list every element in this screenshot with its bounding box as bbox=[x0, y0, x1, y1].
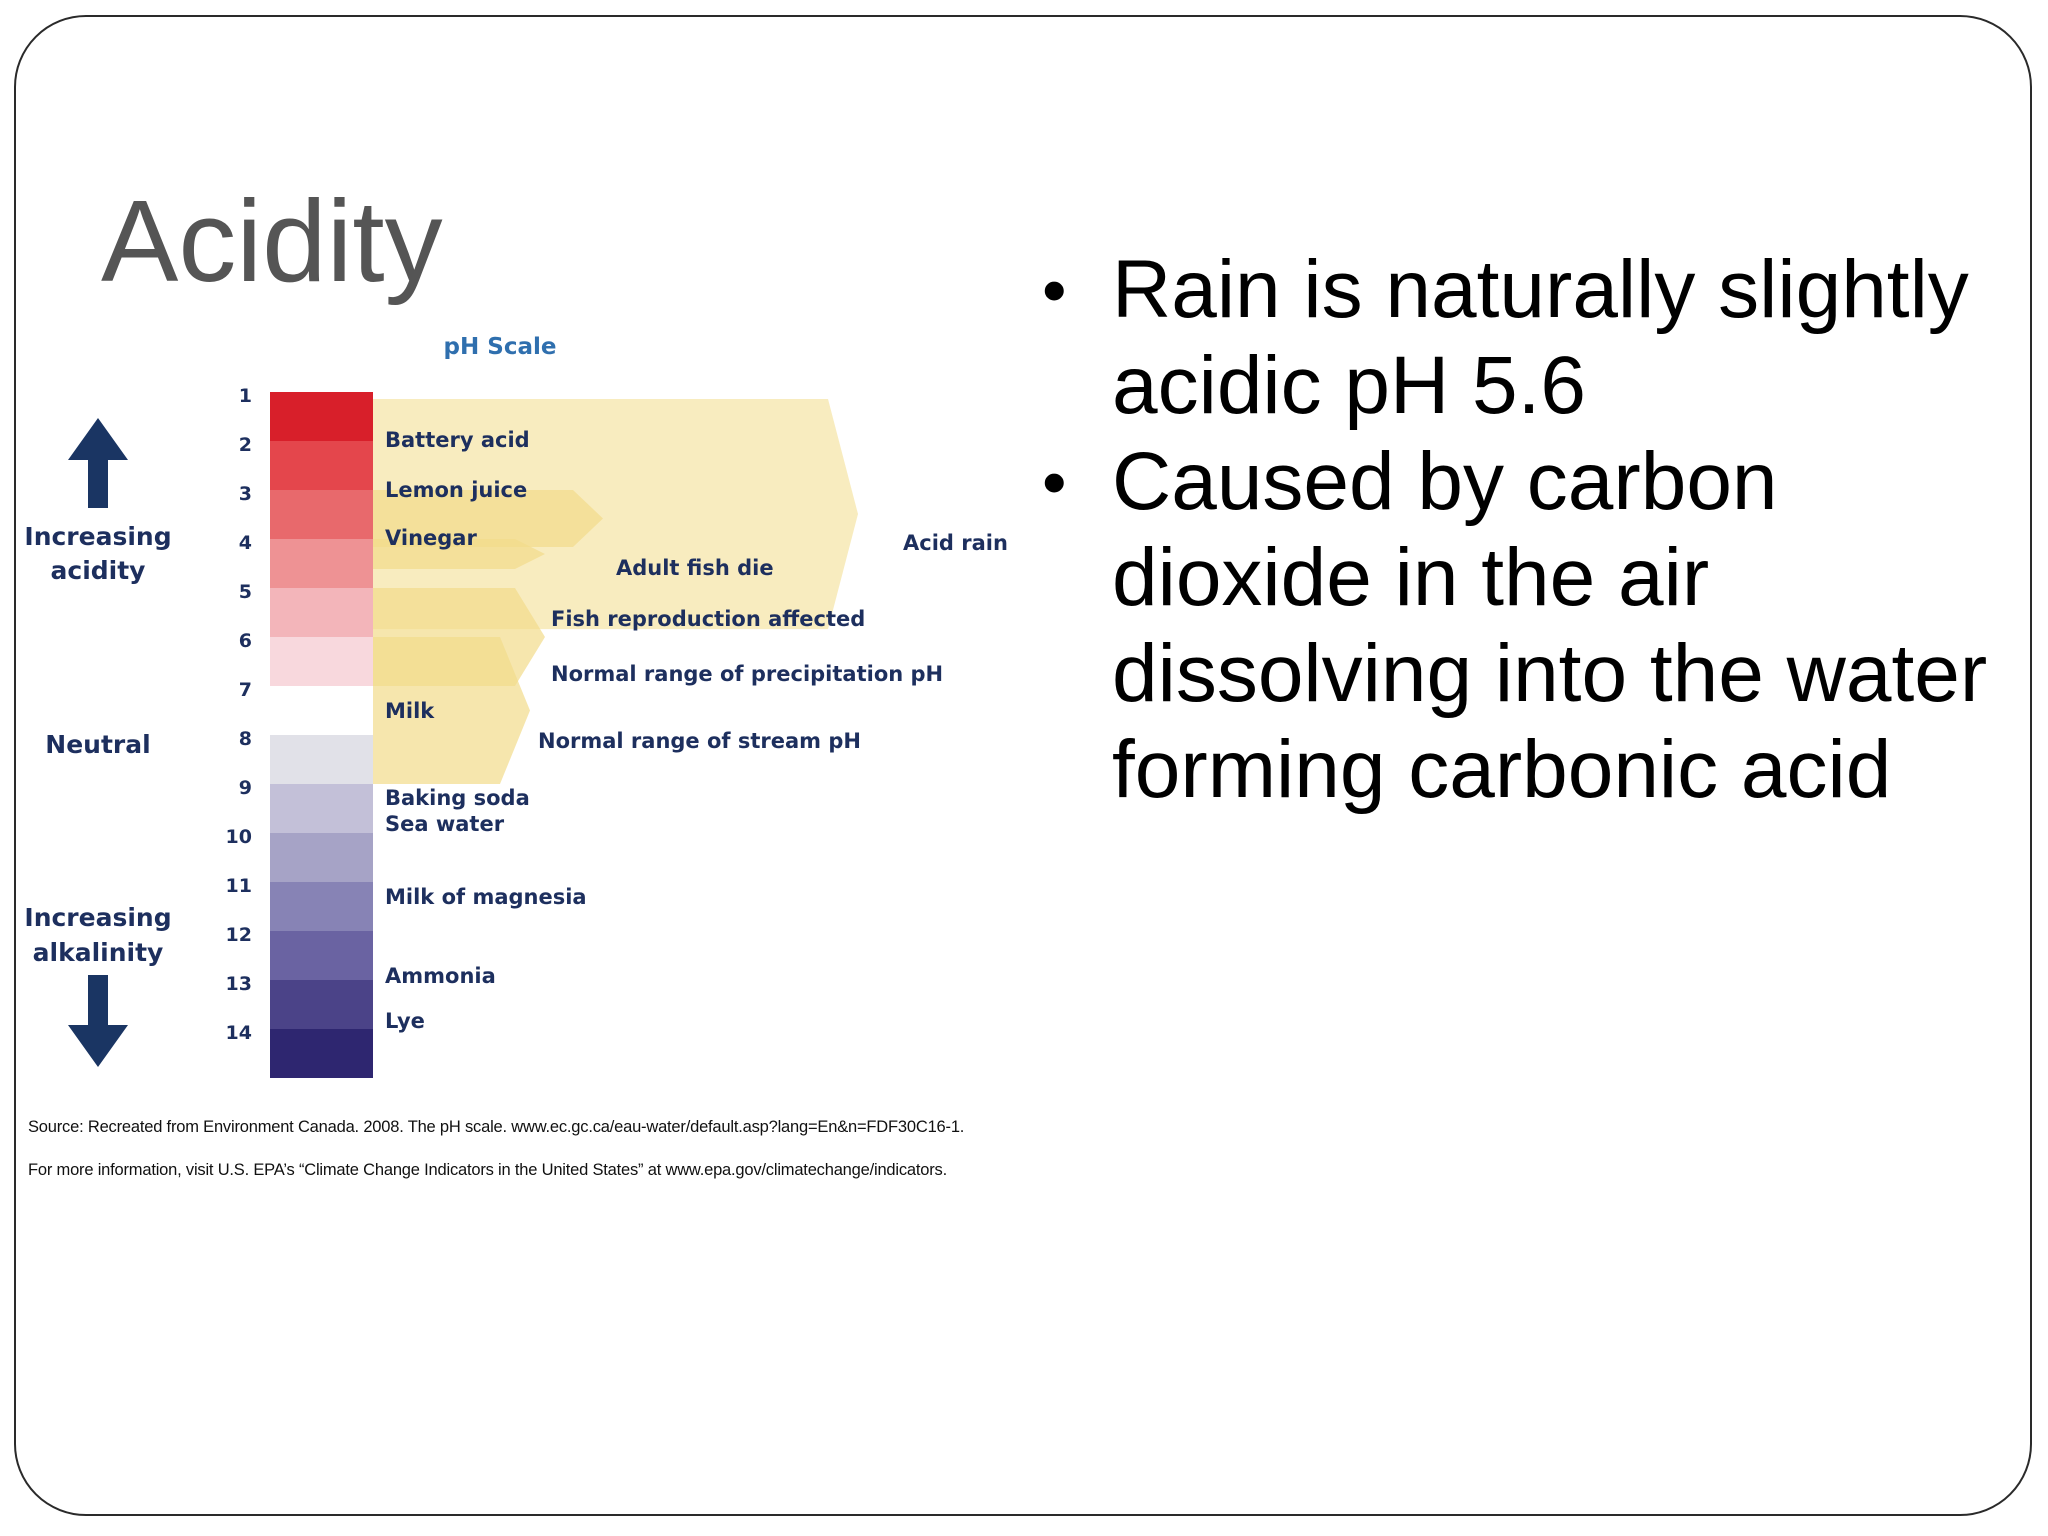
ph-segment bbox=[270, 1029, 373, 1078]
increasing-acidity-label: acidity bbox=[51, 556, 146, 585]
info-citation: For more information, visit U.S. EPA’s “… bbox=[28, 1161, 947, 1179]
bullet-text: Caused by carbon dioxide in the air diss… bbox=[1112, 436, 1988, 815]
ph-segment bbox=[270, 490, 373, 539]
ph-number: 2 bbox=[239, 434, 252, 456]
range-label: Acid rain bbox=[903, 531, 1008, 555]
substance-label: Lemon juice bbox=[385, 478, 527, 502]
ph-number: 4 bbox=[239, 532, 252, 554]
bullet-list: • Rain is naturally slightly acidic pH 5.… bbox=[1040, 242, 2020, 818]
ph-number: 14 bbox=[226, 1022, 252, 1044]
range-label: Fish reproduction affected bbox=[551, 607, 865, 631]
ph-number: 10 bbox=[226, 826, 252, 848]
bullet-dot-icon: • bbox=[1042, 251, 1067, 329]
substance-label: Milk of magnesia bbox=[385, 885, 587, 909]
bullet-item: • Rain is naturally slightly acidic pH 5.… bbox=[1040, 242, 2020, 434]
substance-label: Milk bbox=[385, 699, 435, 723]
range-arrow-shape bbox=[373, 399, 858, 630]
ph-segment bbox=[270, 392, 373, 441]
ph-number: 7 bbox=[239, 679, 252, 701]
ph-number: 13 bbox=[226, 973, 252, 995]
substance-label: Ammonia bbox=[385, 964, 496, 988]
ph-segment bbox=[270, 980, 373, 1029]
ph-segment bbox=[270, 637, 373, 686]
substance-label: Baking soda bbox=[385, 786, 530, 810]
ph-number: 9 bbox=[239, 777, 252, 799]
ph-number: 11 bbox=[226, 875, 252, 897]
ph-segment bbox=[270, 588, 373, 637]
ph-segment bbox=[270, 882, 373, 931]
ph-segment bbox=[270, 539, 373, 588]
substance-label: Lye bbox=[385, 1009, 425, 1033]
range-label: Adult fish die bbox=[616, 556, 774, 580]
ph-segment bbox=[270, 441, 373, 490]
bullet-item: • Caused by carbon dioxide in the air dis… bbox=[1040, 434, 2020, 818]
source-citation: Source: Recreated from Environment Canad… bbox=[28, 1118, 965, 1136]
ph-number: 12 bbox=[226, 924, 252, 946]
ph-segment bbox=[270, 686, 373, 735]
ph-segment bbox=[270, 833, 373, 882]
range-arrow-shape bbox=[373, 637, 530, 784]
range-label: Normal range of stream pH bbox=[538, 729, 861, 753]
substance-label: Vinegar bbox=[385, 526, 477, 550]
range-label: Normal range of precipitation pH bbox=[551, 662, 943, 686]
increasing-acidity-label: Increasing bbox=[24, 522, 171, 551]
ph-number: 5 bbox=[239, 581, 252, 603]
ph-segment bbox=[270, 931, 373, 980]
bullet-text: Rain is naturally slightly acidic pH 5.6 bbox=[1112, 244, 1969, 431]
arrow-up-icon bbox=[68, 418, 128, 508]
substance-label: Sea water bbox=[385, 812, 505, 836]
ph-scale-figure: pH Scale 1 2 3 4 5 6 7 8 9 10 11 12 13 14 Battery acid L… bbox=[20, 310, 1020, 1210]
ph-number: 1 bbox=[239, 385, 252, 407]
arrow-down-icon bbox=[68, 975, 128, 1067]
ph-number: 8 bbox=[239, 728, 252, 750]
ph-segment bbox=[270, 735, 373, 784]
substance-label: Battery acid bbox=[385, 428, 530, 452]
neutral-label: Neutral bbox=[45, 730, 150, 759]
increasing-alkalinity-label: alkalinity bbox=[33, 938, 164, 967]
ph-number: 6 bbox=[239, 630, 252, 652]
increasing-alkalinity-label: Increasing bbox=[24, 903, 171, 932]
ph-number: 3 bbox=[239, 483, 252, 505]
range-arrow-shape bbox=[373, 490, 603, 547]
bullet-dot-icon: • bbox=[1042, 443, 1067, 521]
ph-segment bbox=[270, 784, 373, 833]
range-arrow-shape bbox=[373, 539, 545, 569]
ph-scale-title: pH Scale bbox=[444, 334, 557, 360]
slide-title: Acidity bbox=[101, 176, 443, 306]
